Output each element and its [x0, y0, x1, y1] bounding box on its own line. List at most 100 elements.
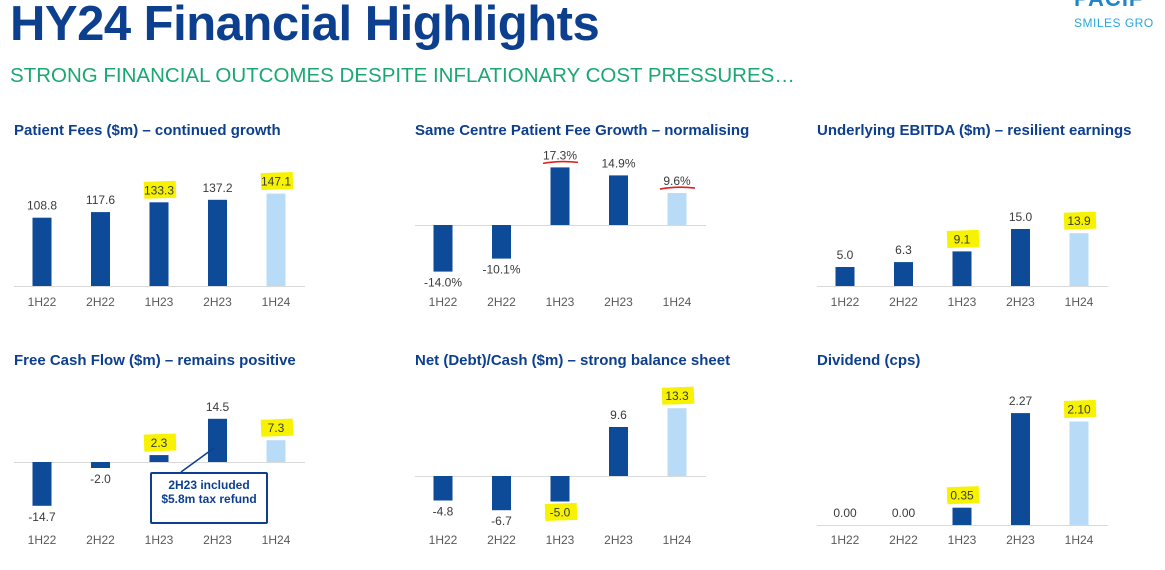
bar-2H23 — [609, 175, 628, 225]
bar-1H24 — [266, 193, 286, 286]
data-label-2H22: 0.00 — [892, 506, 916, 520]
category-label-1H22: 1H22 — [429, 533, 458, 547]
data-label-1H24: 7.3 — [268, 421, 285, 435]
category-label-1H23: 1H23 — [948, 533, 977, 547]
chart-title-free-cash-flow: Free Cash Flow ($m) – remains positive — [14, 352, 296, 369]
bar-2H22 — [894, 262, 913, 286]
bar-1H23 — [149, 455, 169, 462]
category-label-1H22: 1H22 — [28, 295, 57, 309]
data-label-1H23: -5.0 — [550, 506, 571, 520]
category-label-1H23: 1H23 — [145, 295, 174, 309]
chart-title-underlying-ebitda: Underlying EBITDA ($m) – resilient earni… — [817, 122, 1132, 139]
label-highlight-marker — [946, 486, 980, 505]
category-label-2H23: 2H23 — [203, 533, 232, 547]
data-label-1H23: 2.3 — [151, 436, 168, 450]
bar-1H24 — [266, 440, 286, 462]
chart-4: -4.8 1H22 -6.7 2H22 -5.0 1H23 9.6 2H23 13.3 1H24 — [415, 386, 706, 547]
category-label-1H24: 1H24 — [262, 295, 291, 309]
data-label-1H24: 2.10 — [1067, 402, 1091, 416]
label-highlight-marker — [1063, 399, 1097, 418]
page-title: HY24 Financial Highlights — [10, 0, 600, 51]
data-label-2H22: 117.6 — [86, 193, 115, 207]
category-label-2H22: 2H22 — [487, 533, 516, 547]
bar-1H23 — [550, 476, 570, 502]
bar-2H22 — [91, 462, 110, 468]
data-label-1H22: -4.8 — [433, 504, 454, 518]
label-highlight-marker — [946, 229, 980, 248]
data-label-1H22: -14.0% — [424, 276, 462, 290]
category-label-2H22: 2H22 — [86, 295, 115, 309]
data-label-2H22: -2.0 — [90, 472, 111, 486]
category-label-1H23: 1H23 — [145, 533, 174, 547]
data-label-1H23: 17.3% — [543, 148, 577, 162]
bar-1H22 — [433, 476, 453, 501]
chart-title-patient-fees: Patient Fees ($m) – continued growth — [14, 122, 281, 139]
bar-2H22 — [91, 212, 110, 286]
bar-2H23 — [1011, 229, 1030, 286]
label-highlight-marker — [544, 502, 578, 522]
data-label-2H23: 137.2 — [202, 181, 232, 195]
data-label-2H23: 9.6 — [610, 408, 627, 422]
callout-pointer — [180, 447, 215, 473]
data-label-2H22: -6.7 — [491, 514, 512, 528]
label-highlight-marker — [143, 433, 177, 452]
page-subtitle: STRONG FINANCIAL OUTCOMES DESPITE INFLAT… — [10, 64, 795, 87]
category-label-1H23: 1H23 — [546, 533, 575, 547]
bar-1H23 — [952, 507, 972, 525]
category-label-1H23: 1H23 — [546, 295, 575, 309]
label-highlight-marker — [143, 180, 177, 199]
category-label-2H22: 2H22 — [889, 533, 918, 547]
category-label-1H22: 1H22 — [28, 533, 57, 547]
chart-2: 5.0 1H22 6.3 2H22 9.1 1H23 15.0 2H23 13.9 1H24 — [817, 210, 1108, 309]
category-label-1H22: 1H22 — [831, 295, 860, 309]
bar-1H22 — [32, 462, 52, 506]
category-label-2H23: 2H23 — [1006, 295, 1035, 309]
chart-0: 108.8 1H22 117.6 2H22 133.3 1H23 137.2 2H23 147.… — [14, 172, 305, 309]
category-label-1H22: 1H22 — [429, 295, 458, 309]
bar-2H23 — [208, 199, 227, 286]
category-label-2H22: 2H22 — [86, 533, 115, 547]
data-label-1H22: 0.00 — [833, 506, 857, 520]
label-highlight-marker — [1063, 211, 1097, 230]
bar-1H23 — [149, 202, 169, 286]
data-label-1H22: 108.8 — [27, 199, 57, 213]
data-label-1H24: 9.6% — [663, 174, 691, 188]
chart-title-dividend: Dividend (cps) — [817, 352, 921, 369]
data-label-2H23: 15.0 — [1009, 210, 1033, 224]
label-underline-marker — [659, 186, 696, 190]
chart-3: -14.7 1H22 -2.0 2H22 2.3 1H23 14.5 2H23 7.3 1H24 — [14, 400, 305, 547]
data-label-2H23: 14.5 — [206, 400, 230, 414]
company-logo: PACIF SMILES GRO — [1062, 0, 1165, 36]
data-label-1H24: 147.1 — [261, 175, 291, 189]
bar-1H24 — [1069, 233, 1089, 286]
data-label-1H23: 9.1 — [954, 232, 971, 246]
bar-1H22 — [835, 267, 855, 286]
category-label-1H22: 1H22 — [831, 533, 860, 547]
bar-2H23 — [1011, 413, 1030, 525]
bar-1H22 — [32, 217, 52, 286]
bar-2H22 — [492, 225, 511, 259]
category-label-1H24: 1H24 — [663, 533, 692, 547]
logo-bottom-text: SMILES GRO — [1074, 16, 1154, 30]
data-label-2H22: 6.3 — [895, 243, 912, 257]
data-label-1H22: 5.0 — [837, 248, 854, 262]
callout-text: 2H23 included $5.8m tax refund — [161, 478, 257, 506]
chart-title-net-debt-cash: Net (Debt)/Cash ($m) – strong balance sh… — [415, 352, 731, 369]
label-highlight-marker — [260, 172, 294, 191]
bar-1H24 — [667, 408, 687, 476]
data-label-1H24: 13.3 — [665, 389, 689, 403]
label-highlight-marker — [260, 418, 294, 437]
bar-1H24 — [667, 193, 687, 225]
category-label-1H24: 1H24 — [663, 295, 692, 309]
bar-2H23 — [208, 418, 227, 462]
chart-1: -14.0% 1H22 -10.1% 2H22 17.3% 1H23 14.9% 2H23 9.… — [415, 148, 706, 309]
tax-refund-callout: 2H23 included $5.8m tax refund — [150, 472, 268, 524]
bar-1H23 — [952, 251, 972, 286]
data-label-1H24: 13.9 — [1067, 214, 1091, 228]
data-label-2H23: 14.9% — [601, 156, 635, 170]
category-label-1H24: 1H24 — [262, 533, 291, 547]
category-label-2H22: 2H22 — [487, 295, 516, 309]
category-label-1H23: 1H23 — [948, 295, 977, 309]
bar-1H24 — [1069, 421, 1089, 525]
label-underline-marker — [542, 160, 579, 165]
